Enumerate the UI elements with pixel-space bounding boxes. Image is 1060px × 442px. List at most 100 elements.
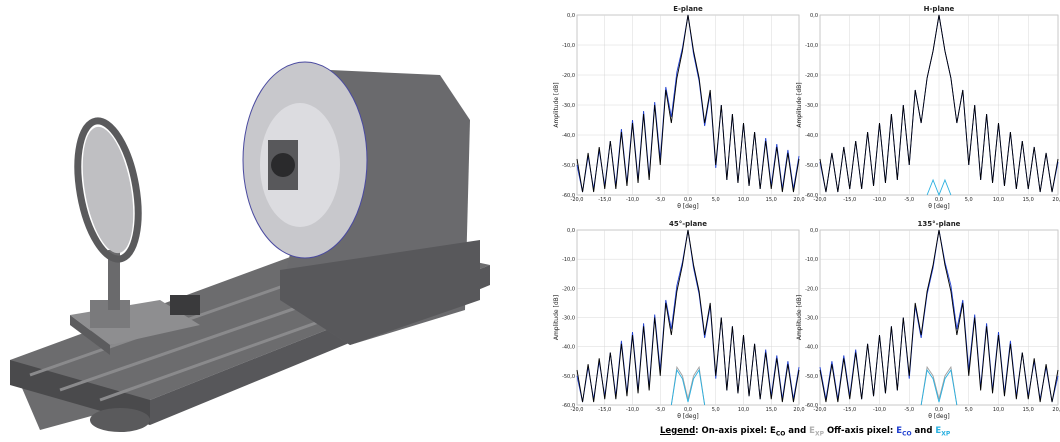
series-line — [926, 178, 952, 197]
y-tick-label: -10,0 — [805, 43, 818, 49]
legend-text: CO — [902, 430, 912, 438]
x-tick-label: -5,0 — [655, 407, 665, 413]
x-tick-label: 5,0 — [712, 407, 720, 413]
x-tick-label: 15,0 — [766, 407, 777, 413]
y-tick-label: -60,0 — [562, 193, 575, 199]
series-line — [819, 14, 1059, 193]
y-tick-label: 0,0 — [567, 228, 575, 234]
y-tick-label: -40,0 — [562, 345, 575, 351]
x-tick-label: 20,0 — [1052, 197, 1060, 203]
x-tick-label: 0,0 — [684, 407, 692, 413]
x-tick-label: 20,0 — [793, 197, 804, 203]
y-axis-label: Amplitude [dB] — [796, 295, 803, 340]
series-line — [670, 365, 706, 406]
x-tick-label: 5,0 — [965, 197, 973, 203]
x-tick-label: -20,0 — [571, 197, 584, 203]
chart: 0,0-10,0-20,0-30,0-40,0-50,0-60,0-20,0 -1… — [553, 5, 805, 210]
y-tick-label: -60,0 — [805, 403, 818, 409]
chart: 0,0-10,0-20,0-30,0-40,0-50,0-60,0-20,0 -1… — [796, 220, 1060, 420]
y-tick-label: -20,0 — [562, 73, 575, 79]
legend-text: E — [896, 426, 903, 436]
y-tick-label: -20,0 — [805, 73, 818, 79]
y-tick-label: -30,0 — [805, 316, 818, 322]
y-tick-label: -10,0 — [562, 43, 575, 49]
legend-text: CO — [775, 430, 786, 438]
x-tick-label: 10,0 — [993, 407, 1004, 413]
y-tick-label: -20,0 — [562, 286, 575, 292]
y-tick-label: 0,0 — [810, 228, 818, 234]
x-tick-label: 5,0 — [965, 407, 973, 413]
y-tick-label: 0,0 — [810, 13, 818, 19]
x-tick-label: -15,0 — [843, 197, 856, 203]
series-line — [819, 229, 1059, 403]
x-tick-label: -20,0 — [814, 197, 827, 203]
x-tick-label: -5,0 — [904, 197, 914, 203]
legend-text: : On-axis pixel: — [695, 426, 771, 436]
y-tick-label: -60,0 — [805, 193, 818, 199]
legend-text: XP — [941, 430, 951, 438]
legend-text: and — [785, 426, 810, 436]
series-line — [576, 14, 800, 193]
y-tick-label: -10,0 — [562, 257, 575, 263]
x-tick-label: -10,0 — [626, 197, 639, 203]
y-tick-label: -20,0 — [805, 286, 818, 292]
x-axis-label: θ [deg] — [928, 413, 950, 420]
x-tick-label: 10,0 — [738, 197, 749, 203]
legend-text: E — [809, 426, 815, 436]
x-tick-label: 20,0 — [793, 407, 804, 413]
series-line — [670, 368, 706, 406]
chart-title: H-plane — [924, 5, 955, 13]
chart: 0,0-10,0-20,0-30,0-40,0-50,0-60,0-20,0 -1… — [796, 5, 1060, 210]
series-line — [920, 368, 958, 406]
y-tick-label: -50,0 — [805, 374, 818, 380]
legend-text: E — [770, 426, 776, 436]
y-tick-label: -50,0 — [562, 163, 575, 169]
chart-title: E-plane — [673, 5, 703, 13]
x-tick-label: -15,0 — [843, 407, 856, 413]
legend-text: Off-axis pixel: — [823, 426, 897, 436]
y-axis-label: Amplitude [dB] — [553, 82, 560, 127]
x-tick-label: 10,0 — [993, 197, 1004, 203]
y-tick-label: -50,0 — [562, 374, 575, 380]
y-tick-label: -60,0 — [562, 403, 575, 409]
setup-illustration — [10, 61, 490, 432]
legend-text: XP — [814, 430, 824, 438]
x-tick-label: -20,0 — [814, 407, 827, 413]
x-axis-label: θ [deg] — [928, 203, 950, 210]
legend: Legend: On-axis pixel: ECO and EXP Off-a… — [660, 426, 1060, 438]
x-tick-label: -10,0 — [873, 407, 886, 413]
series-line — [920, 365, 958, 406]
y-tick-label: -40,0 — [805, 345, 818, 351]
y-axis-label: Amplitude [dB] — [553, 295, 560, 340]
y-tick-label: -40,0 — [562, 133, 575, 139]
y-tick-label: -30,0 — [562, 316, 575, 322]
y-tick-label: -40,0 — [805, 133, 818, 139]
x-axis-label: θ [deg] — [677, 413, 699, 420]
x-tick-label: -20,0 — [571, 407, 584, 413]
x-tick-label: -5,0 — [904, 407, 914, 413]
legend-text: E — [935, 426, 942, 436]
x-axis-label: θ [deg] — [677, 203, 699, 210]
x-tick-label: 15,0 — [1023, 407, 1034, 413]
x-tick-label: 15,0 — [1023, 197, 1034, 203]
x-tick-label: -5,0 — [655, 197, 665, 203]
legend-text: and — [911, 426, 936, 436]
chart: 0,0-10,0-20,0-30,0-40,0-50,0-60,0-20,0 -1… — [553, 220, 805, 420]
x-tick-label: 0,0 — [935, 407, 943, 413]
legend-text: Legend — [660, 426, 696, 436]
y-tick-label: 0,0 — [567, 13, 575, 19]
x-tick-label: 0,0 — [684, 197, 692, 203]
chart-title: 45°-plane — [669, 220, 707, 228]
x-tick-label: -15,0 — [598, 407, 611, 413]
y-tick-label: -30,0 — [562, 103, 575, 109]
y-axis-label: Amplitude [dB] — [796, 82, 803, 127]
series-line — [576, 229, 800, 403]
chart-title: 135°-plane — [918, 220, 961, 228]
x-tick-label: 20,0 — [1052, 407, 1060, 413]
y-tick-label: -30,0 — [805, 103, 818, 109]
y-tick-label: -10,0 — [805, 257, 818, 263]
x-tick-label: 10,0 — [738, 407, 749, 413]
x-tick-label: 5,0 — [712, 197, 720, 203]
x-tick-label: -15,0 — [598, 197, 611, 203]
